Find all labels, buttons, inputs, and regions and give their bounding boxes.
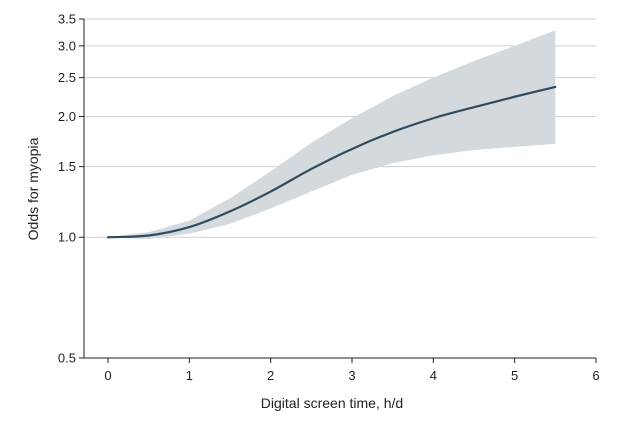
y-tick-label-2: 1.5 xyxy=(58,159,76,174)
axes xyxy=(79,18,597,363)
x-tick-label-6: 6 xyxy=(592,368,599,383)
confidence-band-0 xyxy=(108,30,556,240)
gridlines xyxy=(84,18,596,238)
x-tick-label-4: 4 xyxy=(430,368,437,383)
y-axis-title: Odds for myopia xyxy=(25,137,41,240)
y-tick-label-6: 3.5 xyxy=(58,12,76,27)
tick-labels: 0.5 1.0 1.5 2.0 2.5 3.0 3.5 0 1 2 3 4 5 6 xyxy=(58,12,600,384)
x-tick-label-2: 2 xyxy=(267,368,274,383)
y-tick-label-1: 1.0 xyxy=(58,230,76,245)
x-tick-label-0: 0 xyxy=(104,368,111,383)
x-axis-title: Digital screen time, h/d xyxy=(261,395,403,411)
series-line-0 xyxy=(106,85,557,239)
x-tick-label-5: 5 xyxy=(511,368,518,383)
confidence-band-layer xyxy=(108,30,556,240)
y-tick-label-5: 3.0 xyxy=(58,38,76,53)
x-tick-label-3: 3 xyxy=(348,368,355,383)
x-tick-label-1: 1 xyxy=(186,368,193,383)
line-layer xyxy=(106,85,557,239)
y-tick-label-4: 2.5 xyxy=(58,70,76,85)
y-tick-label-0: 0.5 xyxy=(58,351,76,366)
y-tick-label-3: 2.0 xyxy=(58,109,76,124)
